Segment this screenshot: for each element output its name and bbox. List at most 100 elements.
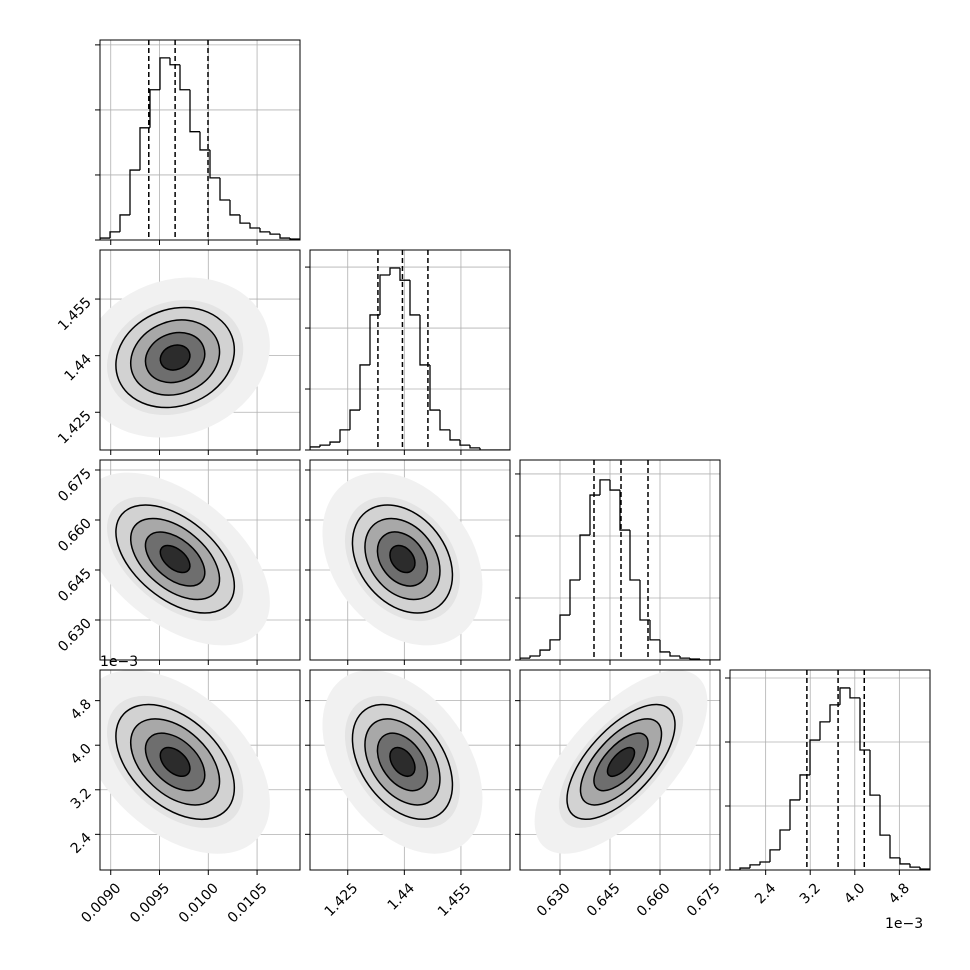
- panel: [305, 459, 511, 665]
- panel-area: [100, 40, 300, 240]
- histogram-bin: [179, 64, 190, 91]
- panel-area: [310, 670, 510, 870]
- x-tick-label: 1.455: [435, 880, 475, 920]
- density-contour: [159, 344, 191, 371]
- histogram-bin: [739, 867, 750, 870]
- histogram-bin: [419, 314, 430, 366]
- histogram-bin: [109, 231, 120, 239]
- histogram-bin: [349, 409, 360, 430]
- histogram-bin: [649, 620, 660, 641]
- histogram-bin: [679, 655, 690, 659]
- histogram-bin: [699, 659, 710, 660]
- histogram-bin: [359, 364, 370, 411]
- panel-area: [310, 250, 510, 450]
- panel-area: [100, 670, 300, 870]
- histogram-bin: [279, 234, 290, 239]
- histogram-bin: [919, 867, 930, 870]
- histogram-bin: [129, 169, 140, 215]
- x-tick-label: 0.0105: [225, 880, 271, 926]
- density-contour: [389, 746, 416, 778]
- panel-frame: [99, 249, 301, 451]
- y-tick-label: 0.630: [55, 616, 95, 656]
- histogram-bin: [479, 447, 490, 450]
- histogram-bin: [319, 444, 330, 447]
- panel: [725, 669, 931, 875]
- x-tick-label: 0.645: [584, 880, 624, 920]
- panel: [305, 669, 511, 875]
- x-tick-label: 0.0090: [78, 880, 124, 926]
- histogram-bin: [629, 530, 640, 581]
- histogram-bin: [439, 410, 450, 431]
- x-tick-label: 0.660: [634, 880, 674, 920]
- panel: [305, 249, 511, 455]
- histogram-bin: [809, 739, 820, 775]
- histogram-bin: [669, 651, 680, 657]
- panel: [95, 249, 301, 455]
- density-contour: [159, 544, 191, 574]
- histogram-bin: [219, 177, 230, 201]
- x-tick-label: 3.2: [797, 880, 824, 907]
- histogram-bin: [149, 89, 160, 128]
- histogram-bin: [100, 237, 110, 240]
- histogram-bin: [589, 494, 600, 536]
- x-tick-label: 4.0: [841, 880, 868, 907]
- y-tick-label: 1.44: [61, 351, 94, 384]
- histogram-bin: [819, 721, 830, 741]
- histogram-bin: [789, 799, 800, 830]
- panel-frame: [519, 669, 721, 871]
- histogram-bin: [839, 687, 850, 705]
- panel-area: [100, 250, 300, 450]
- density-contour: [389, 544, 416, 574]
- x-tick-label: 2.4: [752, 880, 779, 907]
- histogram-bin: [389, 267, 400, 275]
- y-tick-label: 2.4: [68, 830, 95, 857]
- histogram-bin: [549, 639, 560, 651]
- histogram-bin: [799, 774, 810, 800]
- panel-area: [520, 460, 720, 660]
- histogram-bin: [759, 861, 770, 865]
- x-tick-label: 0.0095: [127, 880, 173, 926]
- panel: [515, 669, 721, 875]
- histogram-bin: [469, 445, 480, 449]
- y-tick-label: 0.645: [55, 566, 95, 606]
- y-tick-label: 4.8: [68, 696, 95, 723]
- histogram-bin: [539, 649, 550, 656]
- panel-frame: [99, 669, 301, 871]
- histogram-bin: [779, 829, 790, 850]
- histogram-bin: [409, 280, 420, 316]
- histogram-bin: [169, 57, 180, 66]
- histogram-bin: [689, 658, 700, 660]
- histogram-bin: [579, 534, 590, 580]
- panel: [515, 459, 721, 665]
- x-tick-label: 1.44: [385, 880, 418, 913]
- panel-frame: [309, 249, 511, 451]
- histogram-bin: [639, 580, 650, 621]
- y-tick-label: 1.425: [55, 408, 95, 448]
- histogram-bin: [159, 57, 170, 90]
- histogram-bin: [399, 267, 410, 281]
- panel-frame: [309, 459, 511, 661]
- histogram-bin: [339, 429, 350, 443]
- histogram-bin: [889, 835, 900, 859]
- histogram-bin: [239, 214, 250, 224]
- histogram-bin: [599, 479, 610, 496]
- histogram-bin: [189, 89, 200, 133]
- panel-area: [730, 670, 930, 870]
- x-tick-label: 1.425: [322, 880, 362, 920]
- histogram-bin: [619, 490, 630, 531]
- offset-label: 1e−3: [885, 916, 923, 932]
- x-tick-label: 4.8: [886, 880, 913, 907]
- histogram-bin: [869, 750, 880, 796]
- histogram-bin: [139, 127, 150, 171]
- histogram-bin: [209, 149, 220, 179]
- histogram-bin: [429, 364, 440, 411]
- y-tick-label: 4.0: [68, 741, 95, 768]
- histogram-bin: [289, 238, 300, 240]
- histogram-bin: [529, 655, 540, 659]
- histogram-bin: [659, 639, 670, 653]
- histogram-bin: [909, 863, 920, 868]
- histogram-bin: [520, 657, 530, 660]
- histogram-bin: [449, 429, 460, 441]
- panel-area: [520, 670, 720, 870]
